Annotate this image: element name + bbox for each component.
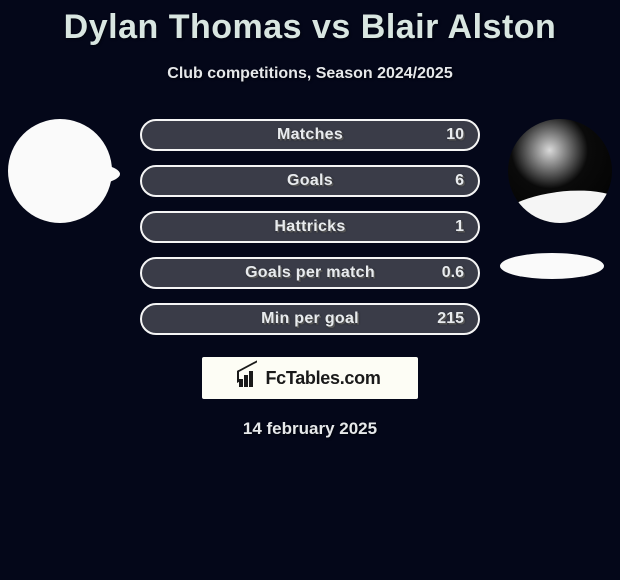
stat-value: 1	[455, 218, 464, 236]
stat-bars: Matches 10 Goals 6 Hattricks 1 Goals per…	[140, 119, 480, 335]
snapshot-date: 14 february 2025	[0, 419, 620, 439]
stat-bar-min-per-goal: Min per goal 215	[140, 303, 480, 335]
player-left-shadow	[16, 161, 120, 187]
stat-bar-goals: Goals 6	[140, 165, 480, 197]
stat-value: 6	[455, 172, 464, 190]
player-right-shadow	[500, 253, 604, 279]
stat-value: 215	[437, 310, 464, 328]
stat-label: Hattricks	[274, 218, 345, 236]
stat-value: 10	[446, 126, 464, 144]
stat-label: Min per goal	[261, 310, 359, 328]
stat-label: Matches	[277, 126, 343, 144]
player-right-avatar	[508, 119, 612, 223]
source-logo: FcTables.com	[202, 357, 418, 399]
stat-value: 0.6	[442, 264, 464, 282]
stat-bar-matches: Matches 10	[140, 119, 480, 151]
stat-bar-goals-per-match: Goals per match 0.6	[140, 257, 480, 289]
stat-bar-hattricks: Hattricks 1	[140, 211, 480, 243]
page-title: Dylan Thomas vs Blair Alston	[0, 0, 620, 47]
comparison-content: Matches 10 Goals 6 Hattricks 1 Goals per…	[0, 119, 620, 439]
stat-label: Goals	[287, 172, 333, 190]
stat-label: Goals per match	[245, 264, 375, 282]
logo-text: FcTables.com	[265, 368, 380, 389]
chart-icon	[239, 369, 259, 387]
subtitle: Club competitions, Season 2024/2025	[0, 65, 620, 83]
